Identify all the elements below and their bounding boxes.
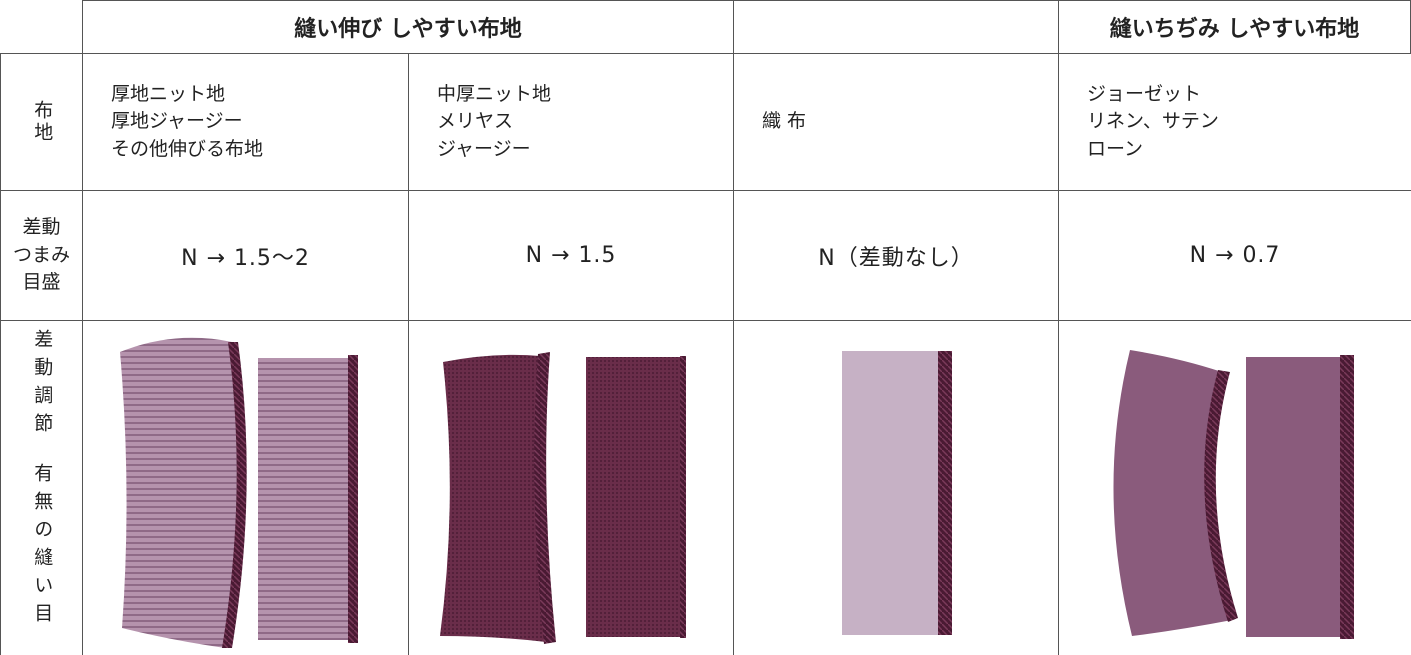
row-label: 布地 xyxy=(31,100,54,144)
fabric-sample xyxy=(586,357,682,637)
fabric-sample xyxy=(258,358,350,640)
row-label-line: 目盛 xyxy=(22,271,61,294)
row-label-cell: 差動調節有無の縫い目 xyxy=(0,320,83,655)
fabric-name: その他伸びる布地 xyxy=(111,137,264,160)
fabric-sample xyxy=(120,337,240,648)
seam-edge xyxy=(1204,370,1238,622)
dial-setting: N → 1.5～2 xyxy=(181,245,310,271)
photo-cell xyxy=(1058,320,1411,655)
header-text: 縫いちぢみ しやすい布地 xyxy=(1109,17,1360,42)
fabric-cell: ジョーゼット リネン、サテン ローン xyxy=(1058,53,1411,191)
seam-edge xyxy=(1340,355,1354,639)
seam-edge xyxy=(348,355,358,643)
header-text: 縫い伸び しやすい布地 xyxy=(294,17,522,42)
row-label-group: 有無の縫い目 xyxy=(31,463,54,631)
fabric-cell: 中厚ニット地 メリヤスジャージー xyxy=(408,53,734,191)
fabric-name: ジョーゼット xyxy=(1087,82,1202,105)
dial-setting: N → 1.5 xyxy=(525,243,617,268)
dial-setting: N → 0.7 xyxy=(1189,243,1281,268)
fabric-name: ジャージー xyxy=(437,137,531,160)
fabric-name: 厚地ジャージー xyxy=(111,110,243,133)
fabric-name: 中厚ニット地 xyxy=(437,82,552,105)
fabric-sample xyxy=(1113,350,1232,636)
seam-edge xyxy=(938,351,952,635)
fabric-sample xyxy=(842,351,940,635)
dial-setting: N（差動なし） xyxy=(818,245,974,271)
fabric-sample xyxy=(440,354,546,642)
row-label-line: 差動 xyxy=(22,216,61,239)
fabric-name: リネン、サテン xyxy=(1087,110,1219,133)
row-label-group: 差動調節 xyxy=(31,329,54,441)
seam-edge xyxy=(222,342,247,648)
row-label-line: つまみ xyxy=(12,243,70,266)
fabric-name: 厚地ニット地 xyxy=(111,82,226,105)
fabric-name: メリヤス xyxy=(437,110,514,133)
fabric-sample xyxy=(1246,357,1342,637)
fabric-name: 織 布 xyxy=(762,110,807,133)
seam-edge xyxy=(534,352,556,644)
seam-edge xyxy=(680,356,686,638)
fabric-name: ローン xyxy=(1087,137,1144,160)
